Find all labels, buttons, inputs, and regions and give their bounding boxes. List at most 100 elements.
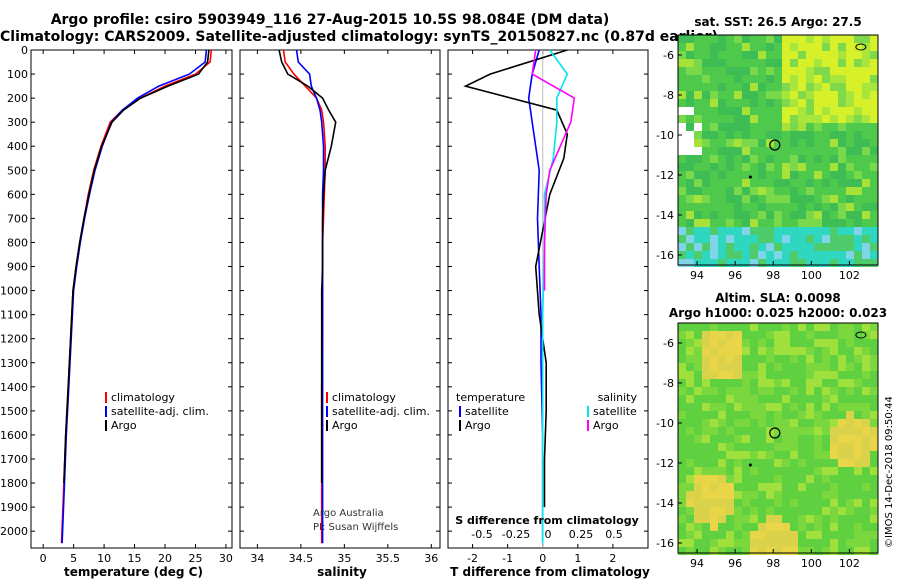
map-cell xyxy=(814,427,822,435)
map-cell xyxy=(710,387,718,395)
x-tick-label: 0 xyxy=(40,552,47,565)
map-cell xyxy=(790,163,798,171)
map-cell xyxy=(854,339,862,347)
map-cell xyxy=(734,443,742,451)
map-cell xyxy=(862,235,870,243)
map-cell xyxy=(870,155,878,163)
map-cell xyxy=(870,419,878,427)
map-cell xyxy=(686,331,694,339)
map-cell xyxy=(838,539,846,547)
map-cell xyxy=(838,59,846,67)
map-cell xyxy=(814,59,822,67)
x-tick-label: 25 xyxy=(188,552,202,565)
map-cell xyxy=(830,539,838,547)
map-cell xyxy=(742,251,750,259)
map-cell xyxy=(742,347,750,355)
map-cell xyxy=(702,203,710,211)
map-cell xyxy=(710,43,718,51)
map-cell xyxy=(766,467,774,475)
map-cell xyxy=(686,411,694,419)
map-cell xyxy=(862,491,870,499)
map-cell xyxy=(686,203,694,211)
map-cell xyxy=(846,107,854,115)
map-cell xyxy=(694,443,702,451)
plot-frame-salinity-profile xyxy=(239,49,441,549)
map-cell xyxy=(734,531,742,539)
map-cell xyxy=(846,411,854,419)
map-cell xyxy=(734,59,742,67)
map-cell xyxy=(790,75,798,83)
map-cell xyxy=(750,371,758,379)
map-cell xyxy=(742,147,750,155)
map-cell xyxy=(766,211,774,219)
map-cell xyxy=(846,43,854,51)
map-cell xyxy=(790,259,798,267)
map-cell xyxy=(822,115,830,123)
map-cell xyxy=(694,243,702,251)
map-cell xyxy=(742,435,750,443)
map-cell xyxy=(702,395,710,403)
series-line-t-satellite xyxy=(527,49,544,544)
map-cell xyxy=(750,427,758,435)
x-tick-label: 34 xyxy=(250,552,264,565)
map-cell xyxy=(782,339,790,347)
map-cell xyxy=(774,171,782,179)
map-cell xyxy=(830,443,838,451)
map-cell xyxy=(870,251,878,259)
map-cell xyxy=(750,243,758,251)
map-cell xyxy=(790,363,798,371)
map-cell xyxy=(766,91,774,99)
map-cell xyxy=(806,427,814,435)
map-cell xyxy=(854,235,862,243)
map-cell xyxy=(678,243,686,251)
map-cell xyxy=(726,491,734,499)
map-cell xyxy=(798,99,806,107)
map-cell xyxy=(694,531,702,539)
map-cell xyxy=(742,227,750,235)
map-cell xyxy=(686,75,694,83)
map-cell xyxy=(814,43,822,51)
map-cell xyxy=(862,347,870,355)
map-cell xyxy=(790,347,798,355)
map-cell xyxy=(726,155,734,163)
map-cell xyxy=(734,379,742,387)
map-cell xyxy=(814,363,822,371)
map-cell xyxy=(742,235,750,243)
map-cell xyxy=(774,123,782,131)
map-cell xyxy=(734,483,742,491)
map-cell xyxy=(718,379,726,387)
map-cell xyxy=(694,411,702,419)
map-cell xyxy=(806,507,814,515)
map-cell xyxy=(790,227,798,235)
map-cell xyxy=(814,259,822,267)
map-x-tick-label: 100 xyxy=(801,269,822,282)
map-cell xyxy=(702,131,710,139)
map-cell xyxy=(838,155,846,163)
map-cell xyxy=(854,227,862,235)
map-y-tick-label: -12 xyxy=(656,457,674,470)
map-cell xyxy=(710,427,718,435)
map-cell xyxy=(838,523,846,531)
map-cell xyxy=(742,139,750,147)
map-cell xyxy=(766,59,774,67)
map-cell xyxy=(798,171,806,179)
map-cell xyxy=(822,147,830,155)
map-cell xyxy=(702,75,710,83)
map-cell xyxy=(694,467,702,475)
map-cell xyxy=(854,395,862,403)
map-cell xyxy=(718,75,726,83)
map-cell xyxy=(726,243,734,251)
map-cell xyxy=(726,219,734,227)
map-cell xyxy=(846,227,854,235)
map-cell xyxy=(838,43,846,51)
map-cell xyxy=(798,323,806,331)
map-y-tick-label: -6 xyxy=(663,49,674,62)
map-cell xyxy=(726,499,734,507)
map-cell xyxy=(718,523,726,531)
map-cell xyxy=(846,355,854,363)
map-cell xyxy=(854,259,862,267)
map-cell xyxy=(806,499,814,507)
map-cell xyxy=(718,499,726,507)
map-cell xyxy=(710,147,718,155)
map-cell xyxy=(798,219,806,227)
